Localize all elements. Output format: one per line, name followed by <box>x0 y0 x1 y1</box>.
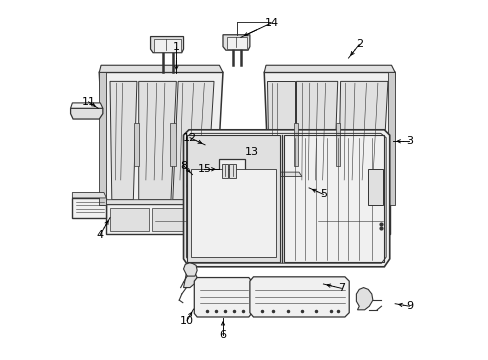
Bar <box>221 163 227 178</box>
Text: 3: 3 <box>405 136 412 146</box>
Bar <box>134 123 139 166</box>
Polygon shape <box>106 204 217 234</box>
Bar <box>187 135 280 262</box>
Polygon shape <box>183 262 197 276</box>
Text: 5: 5 <box>319 189 326 199</box>
Bar <box>169 123 176 166</box>
Text: 7: 7 <box>337 283 344 293</box>
Polygon shape <box>99 72 223 205</box>
Text: 15: 15 <box>197 164 211 174</box>
Polygon shape <box>183 130 389 267</box>
Polygon shape <box>187 177 201 189</box>
Text: 14: 14 <box>264 18 278 28</box>
Bar <box>315 208 385 231</box>
Text: 10: 10 <box>180 316 194 325</box>
Polygon shape <box>387 72 394 205</box>
Text: 9: 9 <box>405 301 412 311</box>
Polygon shape <box>106 200 217 204</box>
Bar <box>154 39 181 51</box>
Polygon shape <box>110 81 137 200</box>
Polygon shape <box>227 196 239 202</box>
Polygon shape <box>264 176 301 193</box>
Polygon shape <box>264 204 389 234</box>
Polygon shape <box>139 81 176 200</box>
Bar <box>219 159 244 181</box>
Polygon shape <box>183 271 197 288</box>
Polygon shape <box>266 81 294 200</box>
Polygon shape <box>264 200 389 204</box>
Polygon shape <box>264 72 394 205</box>
Bar <box>226 37 247 49</box>
Bar <box>293 123 297 166</box>
Polygon shape <box>223 35 249 50</box>
Polygon shape <box>172 81 214 200</box>
Polygon shape <box>194 278 251 317</box>
Polygon shape <box>70 108 102 119</box>
Bar <box>229 163 235 178</box>
Polygon shape <box>99 72 106 205</box>
Bar <box>152 208 212 231</box>
Text: 13: 13 <box>244 147 258 157</box>
Polygon shape <box>338 81 387 200</box>
Bar <box>267 208 312 231</box>
Text: 8: 8 <box>180 161 187 171</box>
Polygon shape <box>72 193 106 198</box>
Polygon shape <box>249 195 261 201</box>
Polygon shape <box>264 65 394 72</box>
Polygon shape <box>99 65 223 72</box>
Bar <box>335 123 340 166</box>
Polygon shape <box>70 103 102 108</box>
Text: 2: 2 <box>355 40 362 49</box>
Text: 6: 6 <box>219 330 226 340</box>
Bar <box>367 169 382 205</box>
Polygon shape <box>356 288 372 310</box>
Bar <box>191 169 275 257</box>
Text: 11: 11 <box>81 97 95 107</box>
Polygon shape <box>264 172 301 176</box>
Text: 1: 1 <box>173 42 180 52</box>
Polygon shape <box>208 193 220 199</box>
Bar <box>284 135 383 262</box>
Polygon shape <box>72 198 106 218</box>
Text: 4: 4 <box>97 230 103 239</box>
Bar <box>110 208 149 231</box>
Text: 12: 12 <box>183 133 197 143</box>
Polygon shape <box>249 277 348 317</box>
Polygon shape <box>296 81 337 200</box>
Polygon shape <box>150 37 183 53</box>
